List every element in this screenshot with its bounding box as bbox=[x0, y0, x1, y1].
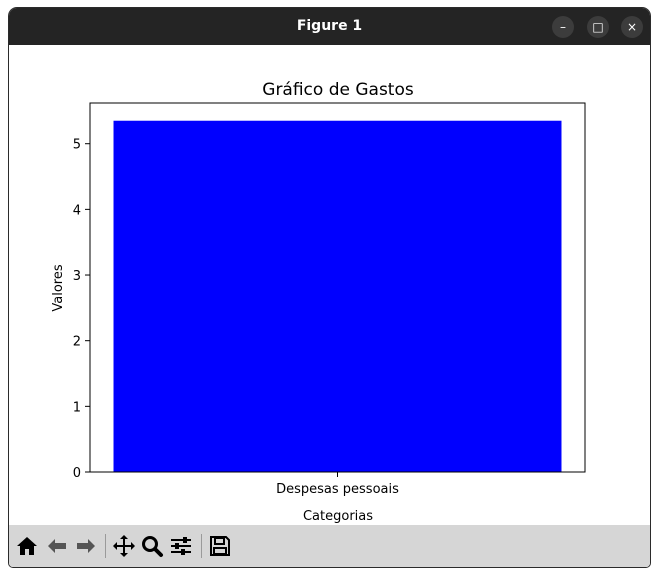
y-tick-label: 3 bbox=[73, 269, 81, 284]
y-tick-label: 5 bbox=[73, 138, 81, 153]
navigation-toolbar bbox=[9, 525, 650, 567]
zoom-icon[interactable] bbox=[140, 534, 164, 558]
y-tick-label: 0 bbox=[73, 466, 81, 481]
figure-window: Figure 1 – □ × Gráfico de Gastos Despesa… bbox=[9, 8, 650, 567]
y-tick-label: 4 bbox=[73, 203, 81, 218]
maximize-button[interactable]: □ bbox=[587, 16, 609, 38]
pan-icon[interactable] bbox=[112, 534, 136, 558]
chart-title: Gráfico de Gastos bbox=[262, 80, 414, 100]
axes: Despesas pessoais 0 1 2 3 4 5 bbox=[73, 102, 586, 497]
axes-frame bbox=[89, 102, 586, 473]
bar bbox=[113, 120, 562, 473]
plot-canvas[interactable]: Gráfico de Gastos Despesas pessoais 0 1 2 3 4… bbox=[9, 45, 650, 525]
bar-chart: Gráfico de Gastos Despesas pessoais 0 1 2 3 4… bbox=[51, 80, 586, 524]
title-bar[interactable]: Figure 1 – □ × bbox=[9, 8, 650, 45]
back-icon[interactable] bbox=[45, 534, 69, 558]
toolbar-separator bbox=[201, 534, 202, 558]
configure-subplots-icon[interactable] bbox=[169, 534, 193, 558]
toolbar-separator bbox=[105, 534, 106, 558]
minimize-button[interactable]: – bbox=[552, 16, 574, 38]
y-tick-label: 2 bbox=[73, 335, 81, 350]
forward-icon[interactable] bbox=[74, 534, 98, 558]
save-icon[interactable] bbox=[208, 534, 232, 558]
y-axis-label: Valores bbox=[51, 264, 66, 311]
home-icon[interactable] bbox=[15, 534, 39, 558]
x-tick-label: Despesas pessoais bbox=[276, 482, 399, 497]
close-button[interactable]: × bbox=[621, 16, 643, 38]
x-axis-label: Categorias bbox=[303, 509, 373, 524]
y-tick-label: 1 bbox=[73, 400, 81, 415]
window-title: Figure 1 bbox=[296, 18, 363, 34]
